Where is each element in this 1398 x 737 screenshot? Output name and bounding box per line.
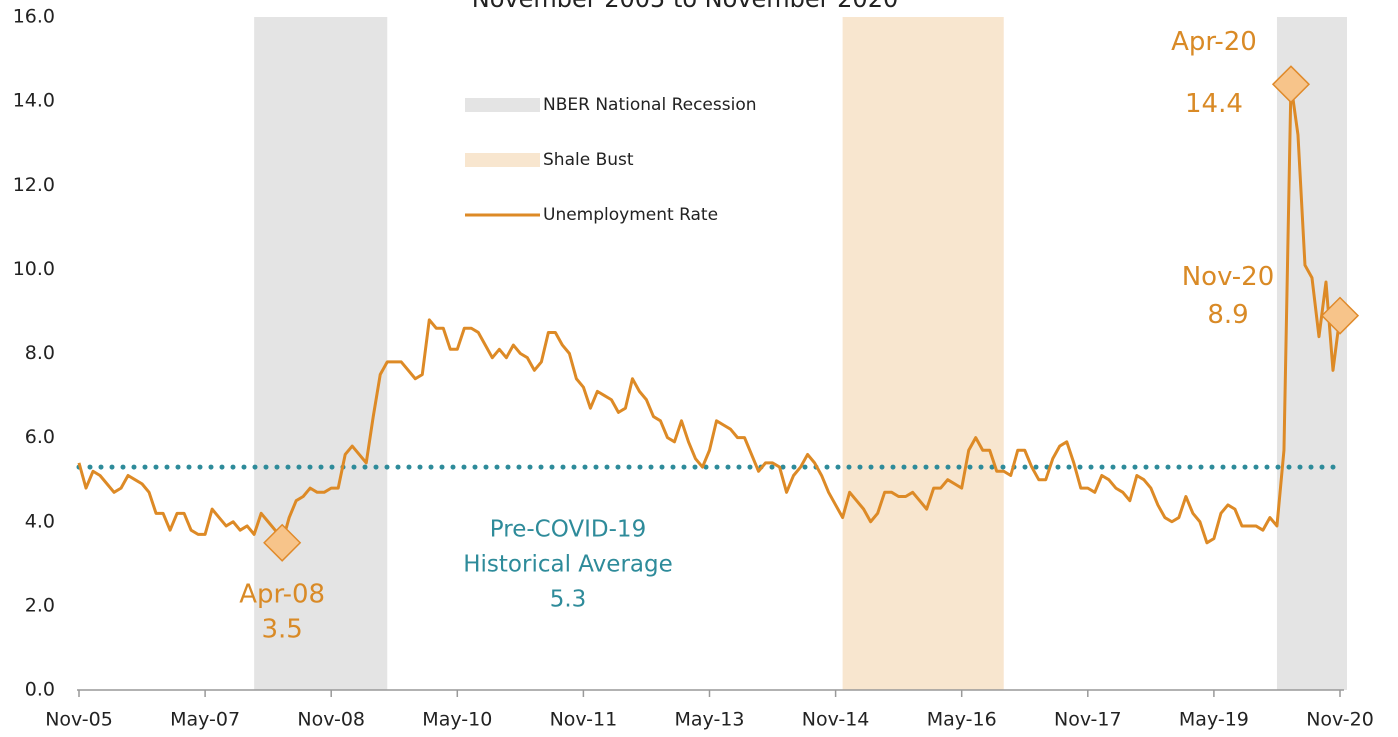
- legend-label: Unemployment Rate: [543, 205, 718, 225]
- annotation-marker: [1271, 65, 1311, 104]
- y-tick-label: 2.0: [25, 594, 55, 616]
- x-tick-label: May-07: [170, 709, 240, 731]
- average-value-label: 5.3: [550, 587, 587, 613]
- annotation-marker: [263, 523, 302, 562]
- annotation-value: 14.4: [1185, 89, 1243, 119]
- annotation-value: 3.5: [261, 614, 302, 644]
- x-tick-label: May-13: [675, 709, 745, 731]
- y-tick-label: 6.0: [25, 426, 55, 448]
- background-layer: [254, 17, 1348, 690]
- y-tick-label: 16.0: [13, 6, 55, 28]
- annotation-label: Apr-20: [1171, 27, 1257, 57]
- legend-swatch: [465, 153, 540, 167]
- y-tick-label: 0.0: [25, 679, 55, 701]
- x-tick-label: May-10: [422, 709, 492, 731]
- average-label: Pre-COVID-19: [490, 517, 646, 543]
- x-tick-label: Nov-20: [1306, 709, 1374, 731]
- y-tick-label: 12.0: [13, 174, 55, 196]
- annotation-label: Nov-20: [1182, 262, 1275, 292]
- annotation-marker: [1320, 296, 1360, 335]
- annotation-label: Apr-08: [239, 579, 325, 609]
- x-tick-label: May-19: [1179, 709, 1249, 731]
- x-tick-label: Nov-14: [802, 709, 870, 731]
- legend-label: NBER National Recession: [543, 95, 757, 115]
- annotation-value: 8.9: [1207, 300, 1248, 330]
- y-tick-label: 4.0: [25, 510, 55, 532]
- x-tick-label: Nov-08: [297, 709, 365, 731]
- x-tick-label: Nov-11: [550, 709, 618, 731]
- x-tick-label: May-16: [927, 709, 997, 731]
- y-tick-label: 8.0: [25, 342, 55, 364]
- series-line: [77, 82, 1342, 545]
- chart-title: November 2005 to November 2020: [472, 0, 898, 13]
- x-tick-label: Nov-17: [1054, 709, 1122, 731]
- legend-swatch: [465, 98, 540, 112]
- y-tick-label: 10.0: [13, 258, 55, 280]
- shaded-region: [842, 17, 1004, 690]
- x-tick-label: Nov-05: [45, 709, 113, 731]
- shaded-region: [254, 17, 388, 690]
- average-label: Historical Average: [463, 552, 673, 578]
- legend-label: Shale Bust: [543, 150, 634, 170]
- y-tick-label: 14.0: [13, 90, 55, 112]
